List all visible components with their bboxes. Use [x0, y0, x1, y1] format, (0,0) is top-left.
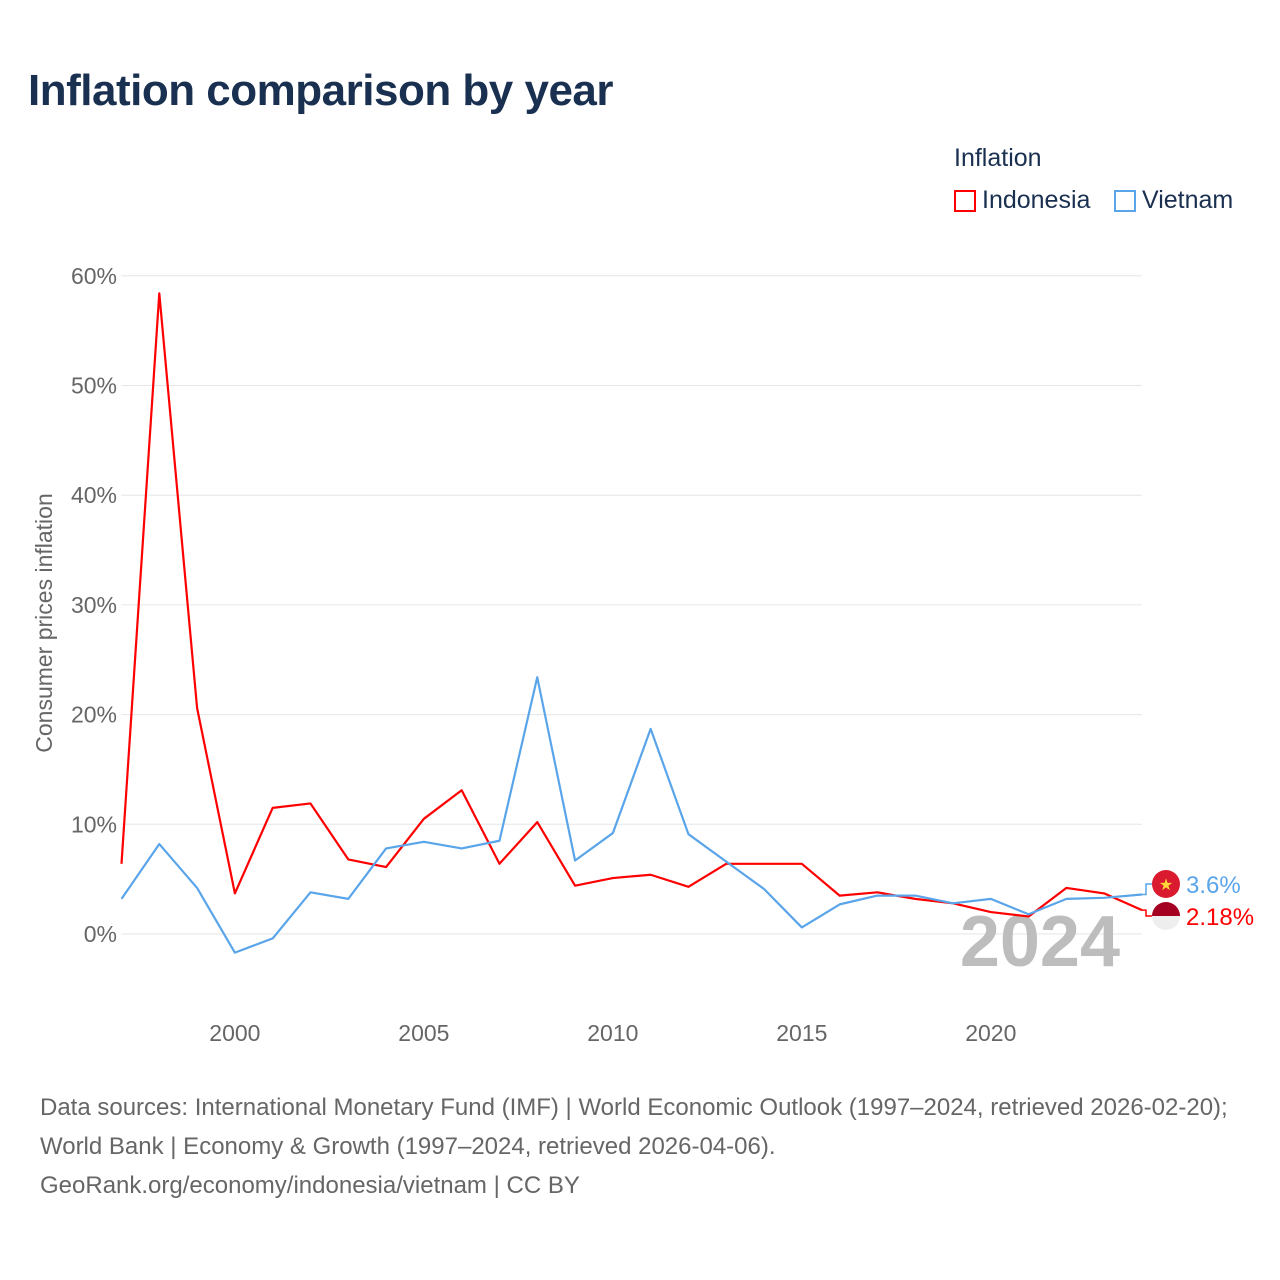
x-tick-label: 2020 — [965, 1020, 1016, 1046]
legend-title: Inflation — [954, 144, 1042, 172]
legend-label: Indonesia — [982, 186, 1091, 214]
y-tick-label: 60% — [71, 263, 117, 289]
x-tick-label: 2005 — [398, 1020, 449, 1046]
source-note: Data sources: International Monetary Fun… — [40, 1088, 1250, 1205]
chart-title: Inflation comparison by year — [28, 66, 614, 115]
source-text: Data sources: International Monetary Fun… — [40, 1094, 1228, 1160]
star-icon: ★ — [1159, 877, 1173, 894]
y-tick-label: 50% — [71, 373, 117, 399]
indonesia-flag-lower — [1152, 916, 1180, 930]
y-tick-label: 30% — [71, 592, 117, 618]
legend-swatch-vietnam — [1114, 189, 1136, 212]
legend-item-vietnam[interactable]: Vietnam — [1114, 186, 1233, 215]
indonesia-flag-icon — [1152, 902, 1180, 916]
legend-item-indonesia[interactable]: Indonesia — [954, 186, 1090, 215]
legend-label: Vietnam — [1142, 186, 1234, 214]
end-value-label: 3.6% — [1186, 872, 1241, 899]
y-tick-label: 20% — [71, 702, 117, 728]
series-line-indonesia — [120, 292, 1143, 918]
y-tick-label: 40% — [71, 482, 117, 508]
y-tick-label: 0% — [84, 921, 117, 947]
end-connector — [1142, 883, 1152, 896]
series-line-vietnam — [120, 676, 1143, 954]
y-axis-label: Consumer prices inflation — [31, 493, 57, 753]
source-link[interactable]: GeoRank.org/economy/indonesia/vietnam | … — [40, 1172, 580, 1199]
legend-swatch-indonesia — [954, 189, 976, 212]
x-tick-label: 2010 — [587, 1020, 638, 1046]
y-tick-label: 10% — [71, 811, 117, 837]
x-tick-label: 2000 — [209, 1020, 260, 1046]
end-value-label: 2.18% — [1186, 904, 1254, 931]
year-watermark: 2024 — [960, 902, 1120, 982]
x-tick-label: 2015 — [776, 1020, 827, 1046]
end-connector — [1142, 909, 1152, 917]
plot-area: 0% 10% 20% 30% 40% 50% 60% 2000 2005 2010 2015 2020… — [31, 263, 1254, 1046]
vietnam-flag-icon — [1152, 870, 1180, 898]
